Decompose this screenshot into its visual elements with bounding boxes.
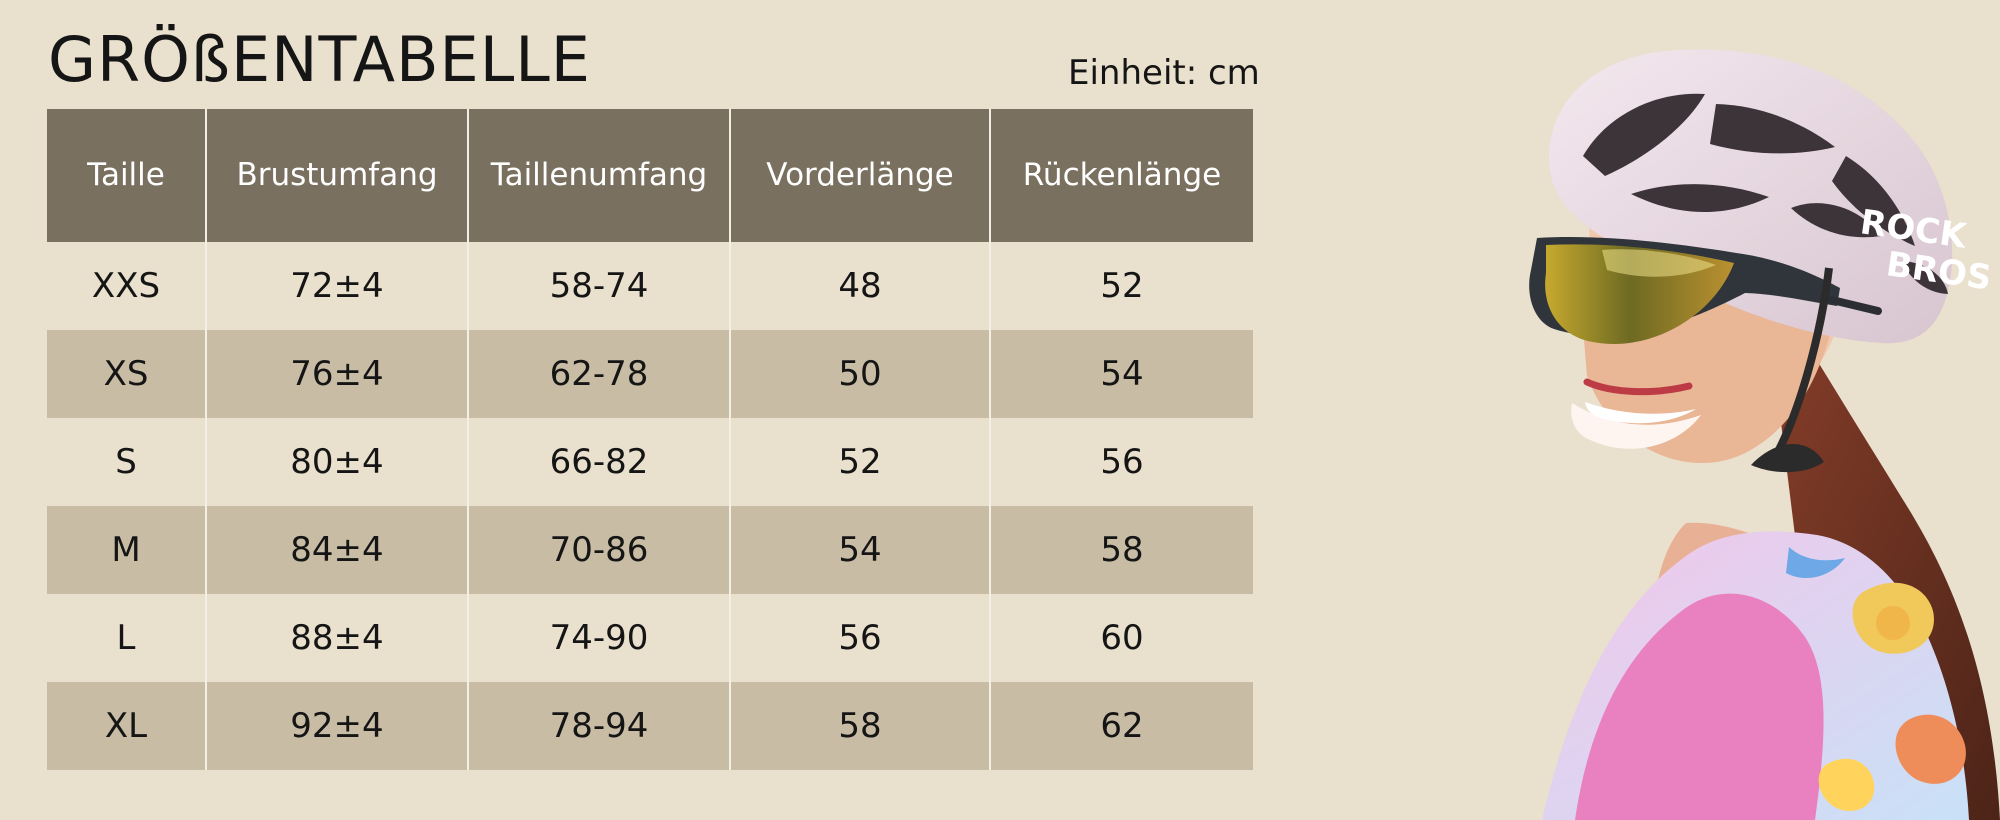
table-cell: 60 xyxy=(991,594,1253,682)
table-cell: M xyxy=(47,506,205,594)
size-table: Taille Brustumfang Taillenumfang Vorderl… xyxy=(47,109,1253,770)
table-cell: 58 xyxy=(991,506,1253,594)
table-cell: 84±4 xyxy=(207,506,467,594)
table-header-taillenumfang: Taillenumfang xyxy=(469,109,729,242)
table-cell: L xyxy=(47,594,205,682)
table-cell: XS xyxy=(47,330,205,418)
table-cell: 72±4 xyxy=(207,242,467,330)
table-cell: 48 xyxy=(731,242,989,330)
unit-label: Einheit: cm xyxy=(1068,53,1260,93)
table-cell: 56 xyxy=(991,418,1253,506)
table-cell: 88±4 xyxy=(207,594,467,682)
table-header-brustumfang: Brustumfang xyxy=(207,109,467,242)
table-cell: 52 xyxy=(731,418,989,506)
page-title: GRÖßENTABELLE xyxy=(48,23,591,96)
table-cell: S xyxy=(47,418,205,506)
table-cell: 58 xyxy=(731,682,989,770)
table-cell: 62 xyxy=(991,682,1253,770)
table-cell: 56 xyxy=(731,594,989,682)
table-header-rueckenlaenge: Rückenlänge xyxy=(991,109,1253,242)
table-header-taille: Taille xyxy=(47,109,205,242)
table-cell: 52 xyxy=(991,242,1253,330)
table-cell: 66-82 xyxy=(469,418,729,506)
table-cell: 54 xyxy=(991,330,1253,418)
table-cell: XXS xyxy=(47,242,205,330)
table-cell: 62-78 xyxy=(469,330,729,418)
cyclist-photo: ROCK BROS xyxy=(1455,44,2000,820)
table-cell: 80±4 xyxy=(207,418,467,506)
table-cell: 92±4 xyxy=(207,682,467,770)
table-cell: 58-74 xyxy=(469,242,729,330)
table-cell: 70-86 xyxy=(469,506,729,594)
table-cell: 54 xyxy=(731,506,989,594)
table-cell: 50 xyxy=(731,330,989,418)
table-cell: 76±4 xyxy=(207,330,467,418)
table-cell: 74-90 xyxy=(469,594,729,682)
table-cell: 78-94 xyxy=(469,682,729,770)
table-cell: XL xyxy=(47,682,205,770)
table-header-vorderlaenge: Vorderlänge xyxy=(731,109,989,242)
